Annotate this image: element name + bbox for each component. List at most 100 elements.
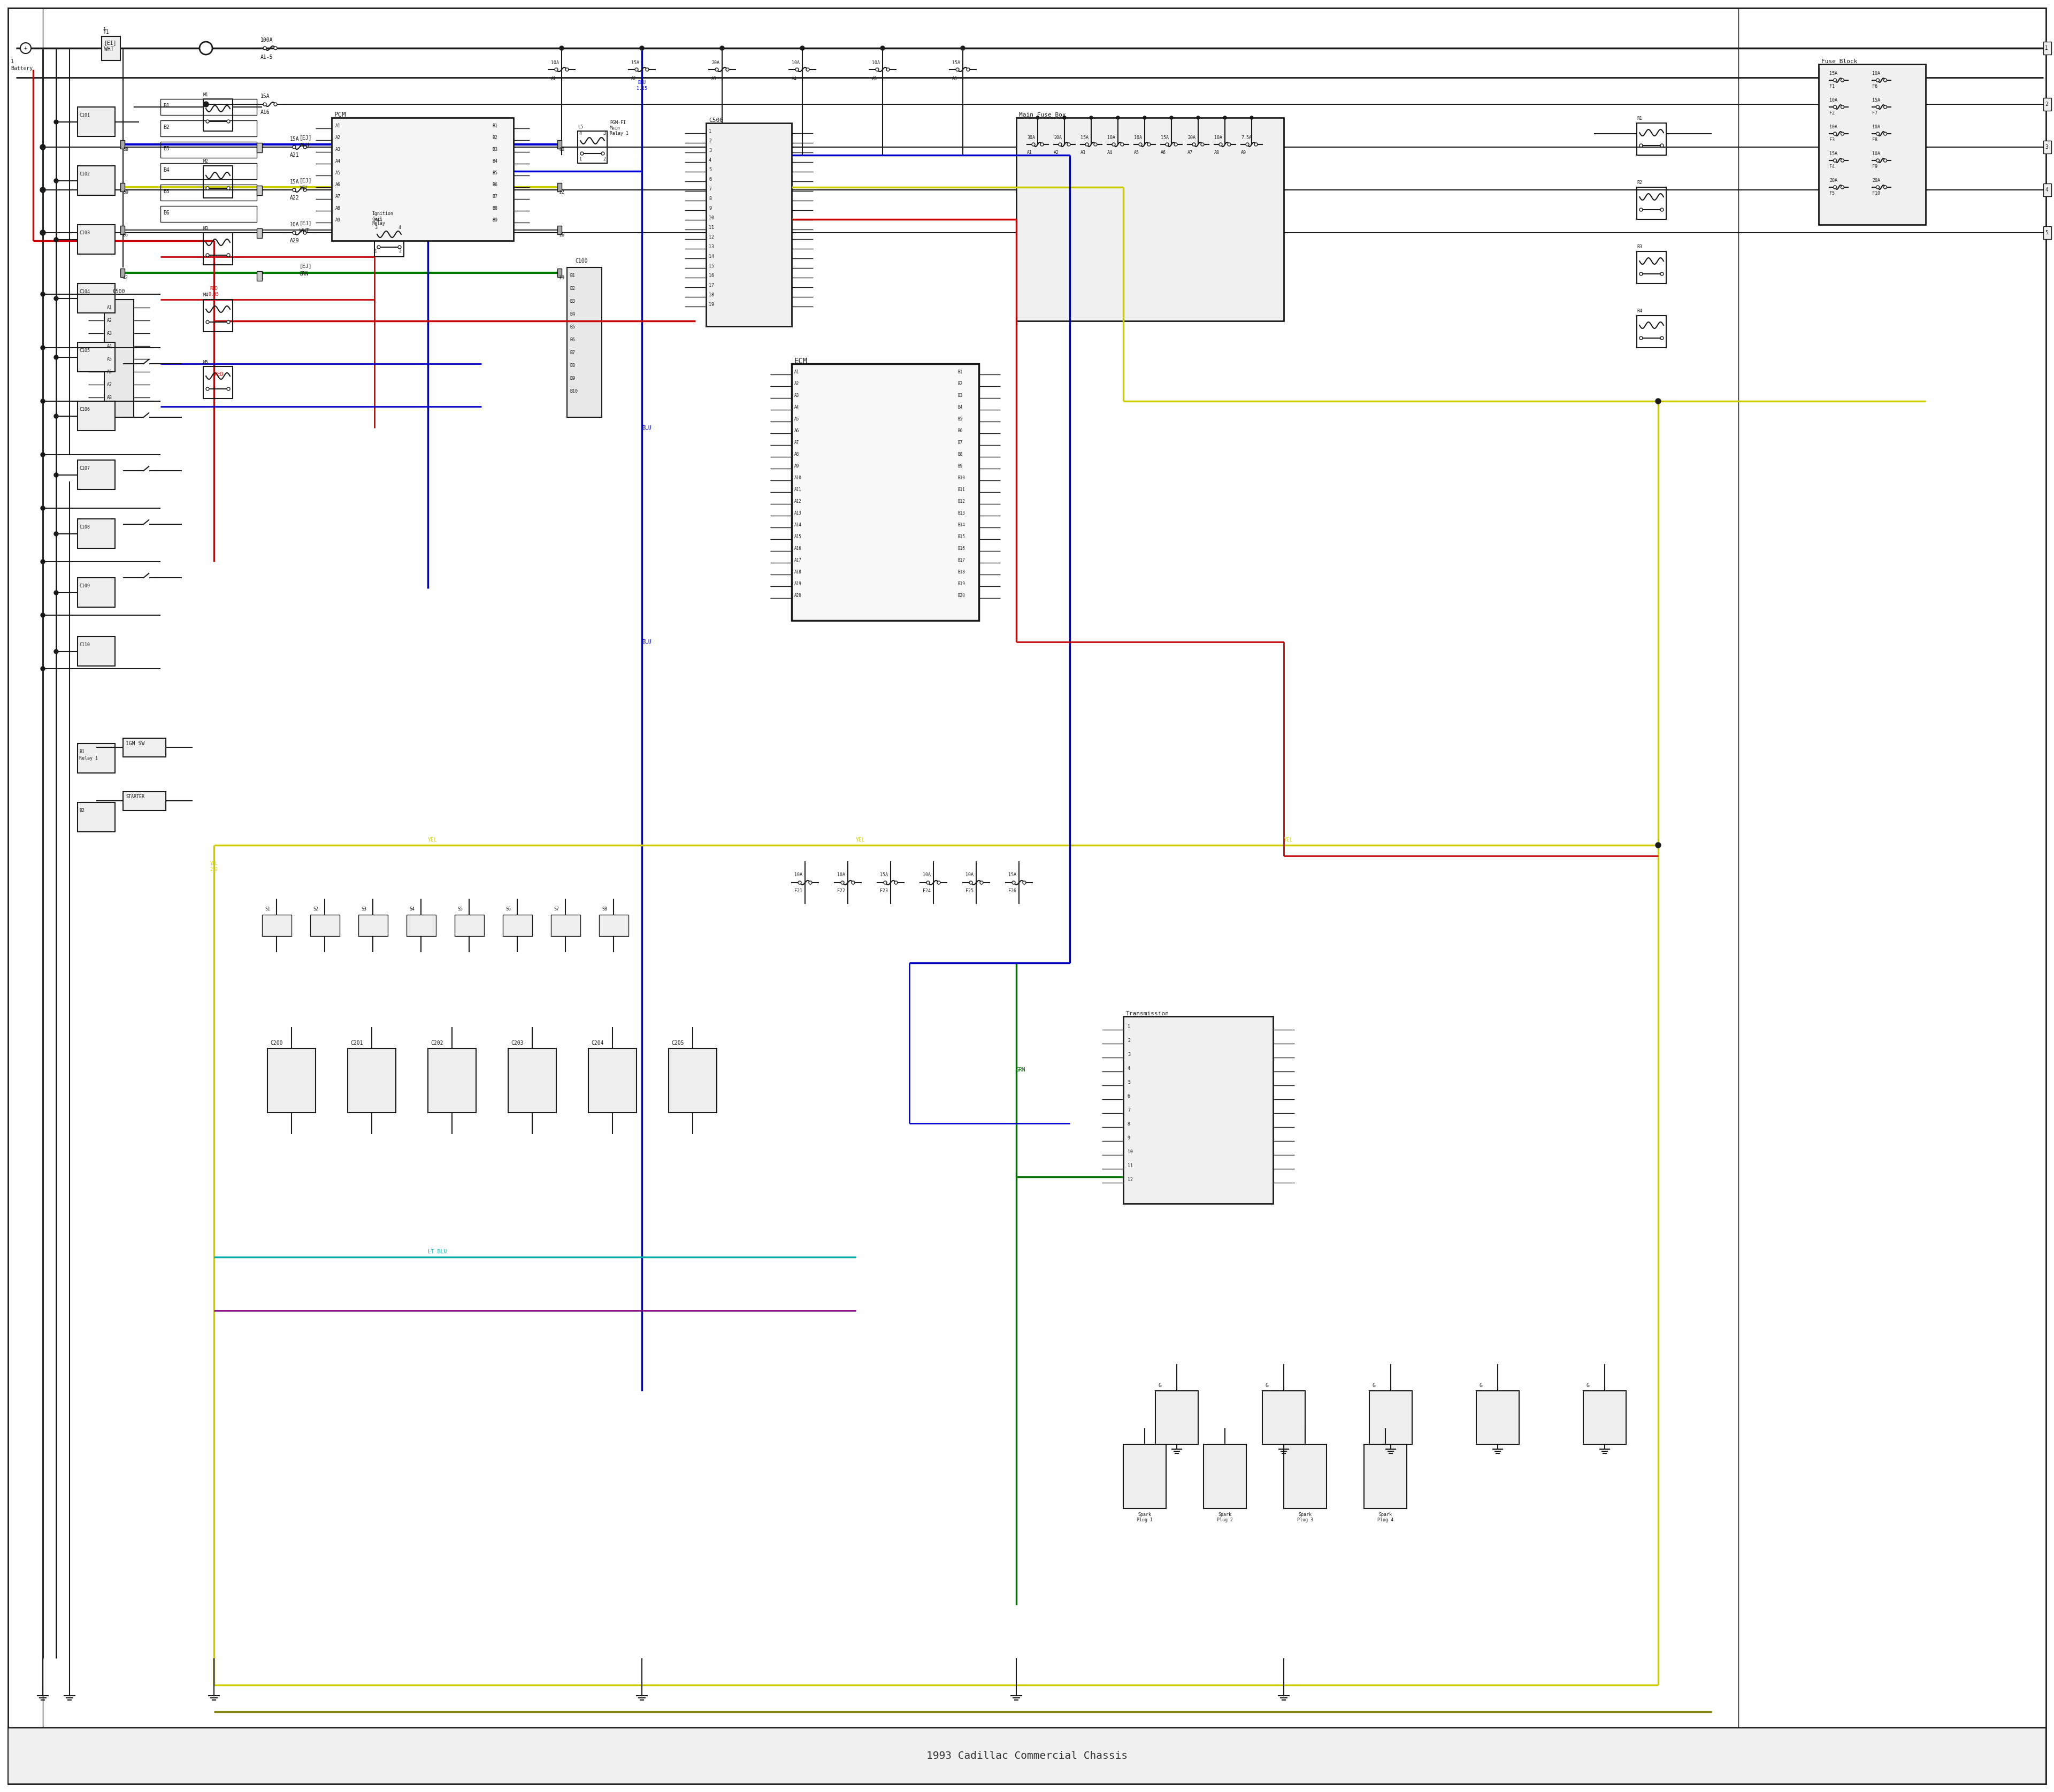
Bar: [1584, 1391, 1627, 1444]
Text: A3: A3: [1080, 151, 1087, 154]
Circle shape: [226, 321, 230, 324]
Text: 30A: 30A: [1027, 136, 1035, 140]
Text: A2: A2: [1054, 151, 1060, 154]
Circle shape: [273, 102, 277, 106]
Bar: [78, 283, 115, 314]
Circle shape: [555, 68, 559, 72]
Text: B4: B4: [162, 167, 168, 172]
Text: WHT: WHT: [105, 47, 113, 52]
Text: B7: B7: [493, 194, 497, 199]
Text: A3: A3: [711, 77, 717, 82]
Circle shape: [980, 882, 984, 883]
Circle shape: [53, 532, 58, 536]
Bar: [160, 142, 257, 158]
Text: G: G: [1372, 1383, 1374, 1389]
Text: B5: B5: [569, 324, 575, 330]
Text: Plug 3: Plug 3: [1298, 1518, 1313, 1523]
Bar: [78, 342, 115, 371]
Text: 10A: 10A: [1871, 125, 1879, 129]
Text: 10: 10: [709, 215, 715, 220]
Circle shape: [1191, 143, 1195, 145]
Text: A7: A7: [335, 194, 341, 199]
Circle shape: [1840, 186, 1844, 188]
Text: 3: 3: [374, 226, 378, 229]
Text: A11: A11: [795, 487, 801, 491]
Text: 10A: 10A: [922, 873, 930, 878]
Text: Spark: Spark: [1218, 1512, 1232, 1518]
Circle shape: [937, 882, 941, 883]
Circle shape: [1834, 79, 1836, 82]
Text: 13: 13: [709, 244, 715, 249]
Circle shape: [205, 120, 210, 124]
Text: A13: A13: [795, 511, 801, 516]
Text: 10A: 10A: [791, 61, 799, 66]
Text: 66: 66: [123, 233, 127, 238]
Bar: [78, 224, 115, 254]
Text: B3: B3: [162, 145, 168, 151]
Circle shape: [304, 145, 306, 149]
Text: A3: A3: [335, 147, 341, 152]
Bar: [160, 120, 257, 136]
Circle shape: [1165, 143, 1169, 145]
Bar: [263, 914, 292, 935]
Text: B10: B10: [957, 475, 965, 480]
Text: M2: M2: [203, 159, 210, 163]
Bar: [1284, 1444, 1327, 1509]
Text: B5: B5: [162, 188, 168, 194]
Circle shape: [378, 246, 380, 249]
Circle shape: [559, 47, 563, 50]
Text: A3: A3: [107, 332, 113, 335]
Circle shape: [292, 145, 296, 149]
Circle shape: [1656, 398, 1662, 403]
Text: G: G: [1265, 1383, 1267, 1389]
Circle shape: [53, 591, 58, 595]
Circle shape: [1224, 116, 1226, 120]
Text: 17: 17: [709, 283, 715, 287]
Circle shape: [639, 47, 645, 50]
Circle shape: [53, 296, 58, 301]
Circle shape: [1884, 159, 1888, 161]
Bar: [78, 461, 115, 489]
Text: B1: B1: [569, 272, 575, 278]
Bar: [1370, 1391, 1413, 1444]
Text: Plug 2: Plug 2: [1216, 1518, 1232, 1523]
Text: 2: 2: [602, 158, 606, 161]
Bar: [557, 140, 561, 149]
Text: 10A: 10A: [1214, 136, 1222, 140]
Circle shape: [1660, 208, 1664, 211]
Text: STARTER: STARTER: [125, 794, 144, 799]
Text: F5: F5: [1830, 192, 1834, 195]
Text: 19: 19: [559, 276, 565, 281]
Text: A1: A1: [107, 305, 113, 310]
Text: B10: B10: [569, 389, 577, 394]
Bar: [1818, 65, 1927, 224]
Text: B19: B19: [957, 581, 965, 586]
Circle shape: [1218, 143, 1222, 145]
Text: A9: A9: [335, 217, 341, 222]
Text: B8: B8: [493, 206, 497, 210]
Circle shape: [41, 229, 45, 235]
Text: 3: 3: [709, 149, 711, 152]
Text: B13: B13: [957, 511, 965, 516]
Circle shape: [263, 47, 267, 50]
Text: A3: A3: [795, 392, 799, 398]
Text: C203: C203: [511, 1041, 524, 1047]
Text: GRN: GRN: [1017, 1068, 1025, 1073]
Circle shape: [1840, 79, 1844, 82]
Text: B3: B3: [957, 392, 963, 398]
Circle shape: [1660, 272, 1664, 276]
Text: A22: A22: [290, 195, 300, 201]
Text: G: G: [1479, 1383, 1483, 1389]
Bar: [2044, 183, 2052, 197]
Circle shape: [41, 667, 45, 670]
Text: C101: C101: [80, 113, 90, 118]
Bar: [1263, 1391, 1304, 1444]
Text: C107: C107: [80, 466, 90, 471]
Text: A4: A4: [335, 159, 341, 163]
Bar: [160, 185, 257, 201]
Text: 20A: 20A: [711, 61, 719, 66]
Text: Plug 1: Plug 1: [1136, 1518, 1152, 1523]
Bar: [507, 1048, 557, 1113]
Text: YEL: YEL: [1284, 837, 1294, 842]
Circle shape: [645, 68, 649, 72]
